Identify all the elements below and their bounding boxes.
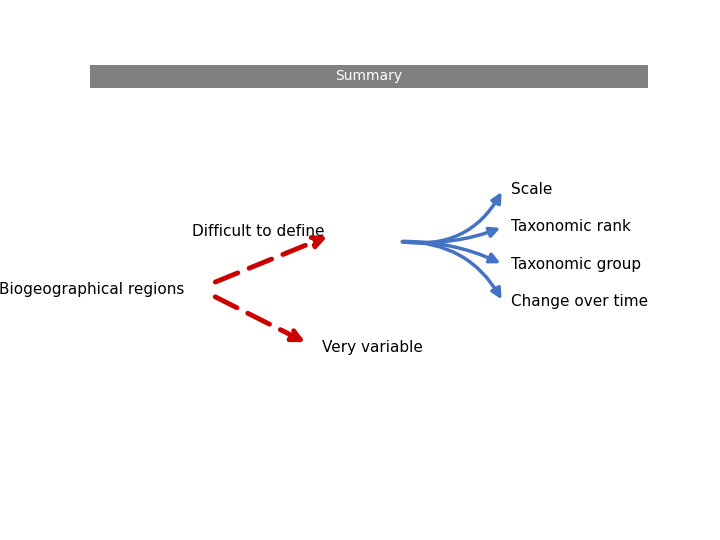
Text: Taxonomic group: Taxonomic group (511, 257, 642, 272)
Bar (90, 65, 648, 87)
Text: Taxonomic rank: Taxonomic rank (511, 219, 631, 234)
FancyArrowPatch shape (215, 238, 323, 282)
FancyArrowPatch shape (402, 241, 500, 296)
Text: Biogeographical regions: Biogeographical regions (0, 282, 185, 297)
Text: Scale: Scale (511, 182, 553, 197)
Text: Very variable: Very variable (322, 340, 423, 355)
FancyArrowPatch shape (215, 297, 300, 340)
Text: Difficult to define: Difficult to define (192, 224, 324, 239)
FancyArrowPatch shape (402, 241, 497, 262)
Text: Summary: Summary (336, 69, 402, 83)
Text: Change over time: Change over time (511, 294, 649, 309)
FancyArrowPatch shape (402, 228, 497, 242)
FancyArrowPatch shape (402, 195, 500, 243)
